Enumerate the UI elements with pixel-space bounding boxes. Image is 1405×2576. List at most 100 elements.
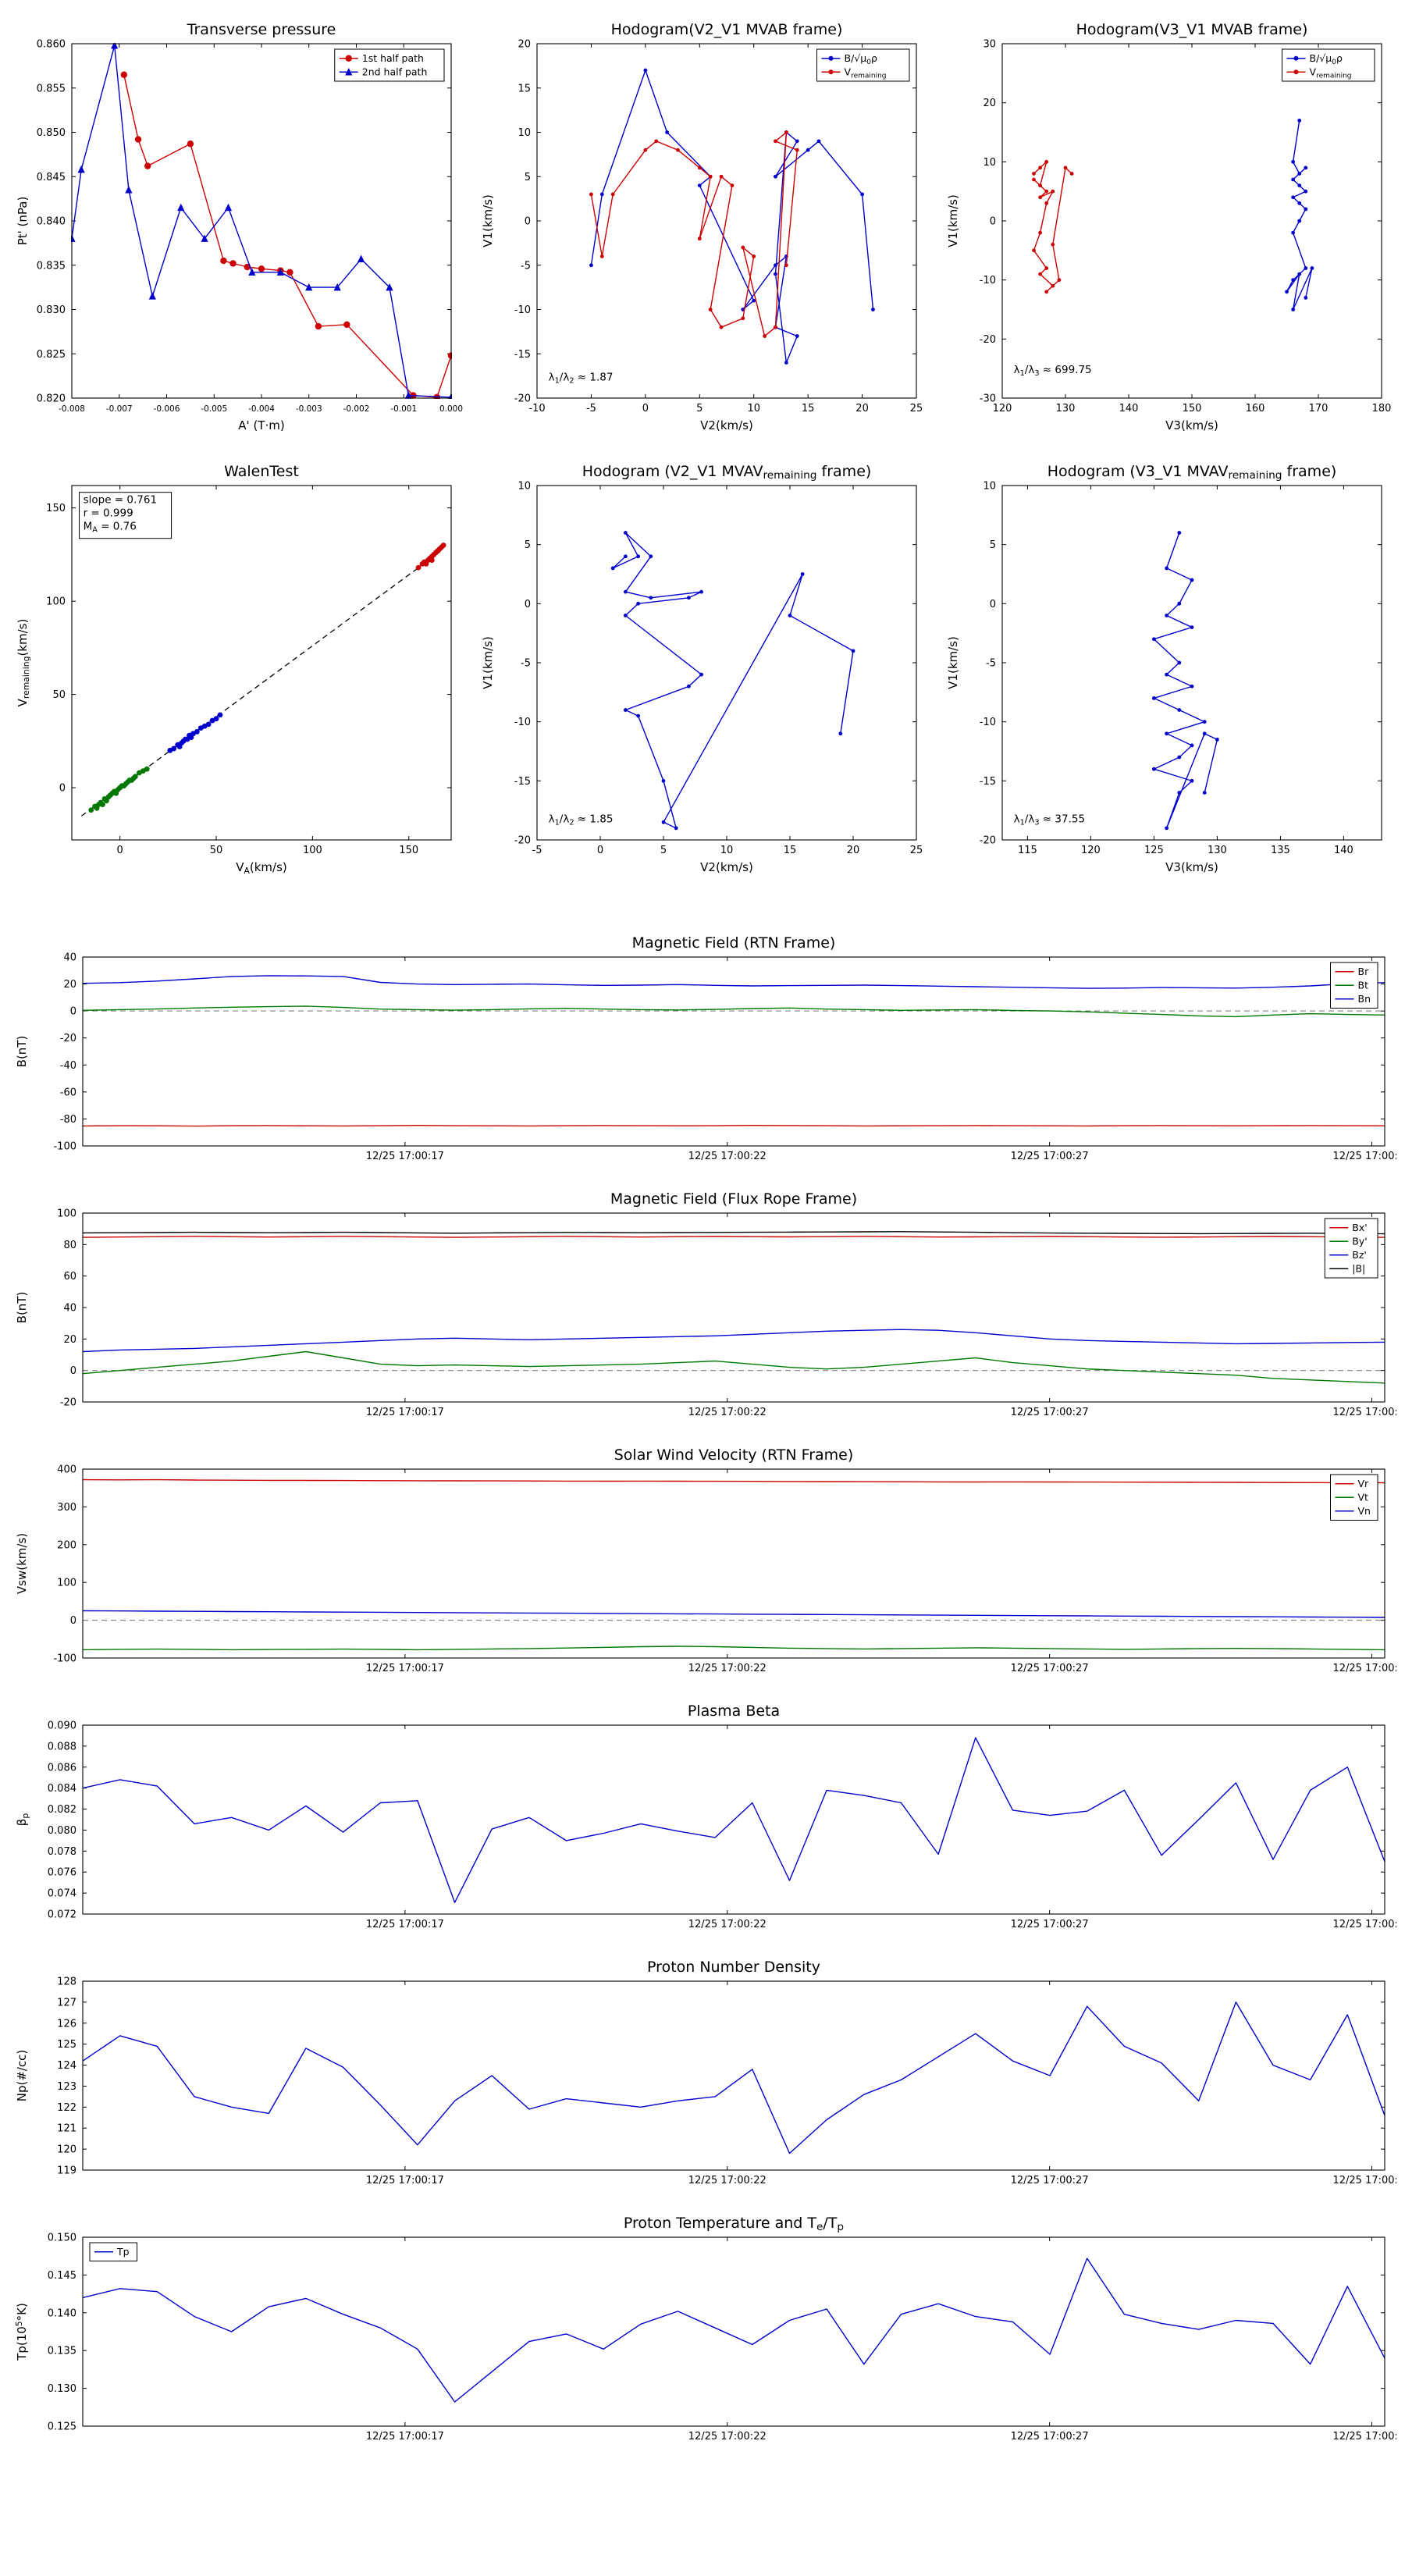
svg-text:-0.008: -0.008 (59, 404, 85, 414)
hodogram-v3v1-mvav-svg: 115 120 125 130 135 140 -20 -15 -10 -5 0 5 10 Hodogra… (946, 463, 1382, 874)
svg-text:50: 50 (52, 689, 66, 701)
svg-text:-0.004: -0.004 (248, 404, 275, 414)
svg-text:-20: -20 (514, 393, 531, 405)
svg-text:0.140: 0.140 (48, 2307, 76, 2319)
svg-text:15: 15 (784, 845, 797, 856)
chart-proton-density: 12/25 17:00:17 12/25 17:00:22 12/25 17:00:… (9, 1955, 1405, 2203)
svg-text:0.835: 0.835 (37, 260, 66, 272)
svg-text:100: 100 (46, 596, 66, 608)
svg-text:150: 150 (46, 503, 66, 514)
svg-text:r = 0.999: r = 0.999 (84, 507, 133, 520)
svg-text:0: 0 (525, 599, 531, 610)
svg-text:-5: -5 (986, 658, 996, 670)
svg-text:0.072: 0.072 (48, 1909, 76, 1921)
svg-text:Vremaining: Vremaining (845, 66, 887, 80)
svg-text:Transverse pressure: Transverse pressure (187, 21, 336, 38)
chart-magnetic-field-flux-rope: 12/25 17:00:17 12/25 17:00:22 12/25 17:00:… (9, 1187, 1405, 1435)
subplot-row-2: 0 50 100 150 0 50 100 150 WalenTest VA(km/s) Vrema… (0, 454, 1405, 884)
svg-text:-10: -10 (528, 403, 545, 415)
svg-text:126: 126 (57, 2018, 76, 2030)
hodogram-v3v1-mvab-svg: 120 130 140 150 160 170 180 -30 -20 -10 0 10 20 30 Hod… (946, 21, 1391, 432)
svg-text:-15: -15 (980, 776, 996, 788)
svg-text:128: 128 (57, 1976, 76, 1988)
svg-text:V1(km/s): V1(km/s) (481, 194, 495, 247)
svg-text:-5: -5 (586, 403, 596, 415)
svg-text:5: 5 (525, 539, 531, 551)
svg-text:10: 10 (983, 481, 996, 493)
chart-walen-test: 0 50 100 150 0 50 100 150 WalenTest VA(km/s) Vrema… (9, 454, 465, 884)
svg-text:20: 20 (63, 1334, 76, 1346)
svg-text:80: 80 (63, 1240, 76, 1251)
svg-text:12/25 17:00:22: 12/25 17:00:22 (688, 2175, 767, 2186)
svg-text:0.135: 0.135 (48, 2346, 76, 2357)
svg-text:Bz': Bz' (1352, 1249, 1367, 1261)
svg-text:0: 0 (642, 403, 649, 415)
svg-text:5: 5 (525, 172, 531, 183)
svg-text:0: 0 (70, 1615, 76, 1627)
chart-plasma-beta: 12/25 17:00:17 12/25 17:00:22 12/25 17:00:… (9, 1699, 1405, 1947)
svg-text:12/25 17:00:17: 12/25 17:00:17 (366, 1663, 444, 1674)
svg-text:Tp: Tp (116, 2246, 130, 2258)
svg-text:-100: -100 (53, 1141, 76, 1153)
svg-text:-15: -15 (514, 776, 531, 788)
chart-hodogram-v2v1-mvab: -10 -5 0 5 10 15 20 25 -20 -15 -10 -5 0 5 10 15 20 Hodogr… (475, 12, 930, 442)
svg-text:-100: -100 (53, 1653, 76, 1665)
svg-text:12/25 17:00:32: 12/25 17:00:32 (1332, 1663, 1396, 1674)
chart-transverse-pressure: -0.008 -0.007 -0.006 -0.005 -0.004 -0.003 -0.0… (9, 12, 465, 442)
svg-text:2nd half path: 2nd half path (362, 66, 428, 77)
svg-text:-5: -5 (532, 845, 542, 856)
svg-text:-0.005: -0.005 (201, 404, 227, 414)
svg-text:150: 150 (399, 845, 418, 856)
svg-text:-5: -5 (521, 260, 531, 272)
svg-text:A' (T·m): A' (T·m) (238, 418, 284, 432)
svg-text:12/25 17:00:22: 12/25 17:00:22 (688, 1663, 767, 1674)
svg-text:Bn: Bn (1358, 993, 1371, 1005)
svg-text:30: 30 (983, 39, 996, 51)
svg-text:V2(km/s): V2(km/s) (700, 418, 753, 432)
svg-text:12/25 17:00:27: 12/25 17:00:27 (1011, 1919, 1089, 1930)
svg-text:140: 140 (1334, 845, 1353, 856)
magnetic-field-rtn-svg: 12/25 17:00:17 12/25 17:00:22 12/25 17:00:… (15, 934, 1405, 1162)
svg-text:0: 0 (70, 1365, 76, 1377)
svg-text:V1(km/s): V1(km/s) (481, 636, 495, 689)
svg-text:0.086: 0.086 (48, 1762, 76, 1774)
svg-text:Hodogram (V3_V1 MVAVremaining: Hodogram (V3_V1 MVAVremaining frame) (1048, 463, 1337, 482)
svg-text:400: 400 (57, 1464, 76, 1476)
svg-text:0.820: 0.820 (37, 393, 66, 405)
svg-text:12/25 17:00:27: 12/25 17:00:27 (1011, 2431, 1089, 2443)
svg-text:5: 5 (660, 845, 667, 856)
proton-temperature-svg: 12/25 17:00:17 12/25 17:00:22 12/25 17:00:… (14, 2215, 1405, 2443)
chart-hodogram-v2v1-mvav: -5 0 5 10 15 20 25 -20 -15 -10 -5 0 5 10 Hodogram (V2_… (475, 454, 930, 884)
svg-text:120: 120 (993, 403, 1012, 415)
svg-text:Magnetic Field (RTN Frame): Magnetic Field (RTN Frame) (632, 934, 836, 952)
svg-text:0.845: 0.845 (37, 172, 66, 183)
svg-text:10: 10 (720, 845, 734, 856)
svg-text:Vsw(km/s): Vsw(km/s) (15, 1533, 29, 1594)
svg-text:V2(km/s): V2(km/s) (700, 860, 753, 874)
svg-text:15: 15 (518, 83, 531, 94)
svg-text:12/25 17:00:27: 12/25 17:00:27 (1011, 2175, 1089, 2186)
svg-text:0.000: 0.000 (439, 404, 463, 414)
svg-text:-10: -10 (514, 717, 531, 728)
chart-magnetic-field-rtn: 12/25 17:00:17 12/25 17:00:22 12/25 17:00:… (9, 930, 1405, 1179)
svg-text:-20: -20 (60, 1397, 76, 1409)
svg-text:10: 10 (983, 157, 996, 169)
svg-text:0: 0 (990, 599, 996, 610)
svg-text:0: 0 (117, 845, 123, 856)
svg-text:125: 125 (57, 2039, 76, 2051)
svg-text:12/25 17:00:17: 12/25 17:00:17 (366, 2431, 444, 2443)
svg-text:127: 127 (57, 1997, 76, 2008)
chart-hodogram-v3v1-mvav: 115 120 125 130 135 140 -20 -15 -10 -5 0 5 10 Hodogra… (940, 454, 1396, 884)
svg-text:-20: -20 (980, 835, 996, 847)
svg-text:Magnetic Field (Flux Rope Fram: Magnetic Field (Flux Rope Frame) (610, 1190, 857, 1208)
svg-text:122: 122 (57, 2102, 76, 2114)
svg-text:Bt: Bt (1358, 979, 1369, 991)
magnetic-field-flux-rope-svg: 12/25 17:00:17 12/25 17:00:22 12/25 17:00:… (15, 1190, 1405, 1418)
svg-text:Solar Wind Velocity (RTN Frame: Solar Wind Velocity (RTN Frame) (614, 1446, 854, 1464)
svg-text:120: 120 (1081, 845, 1101, 856)
svg-text:121: 121 (57, 2123, 76, 2135)
svg-text:λ1/λ2 ≈ 1.87: λ1/λ2 ≈ 1.87 (549, 371, 614, 385)
svg-text:0.150: 0.150 (48, 2233, 76, 2244)
svg-text:100: 100 (303, 845, 322, 856)
svg-text:20: 20 (63, 979, 76, 991)
